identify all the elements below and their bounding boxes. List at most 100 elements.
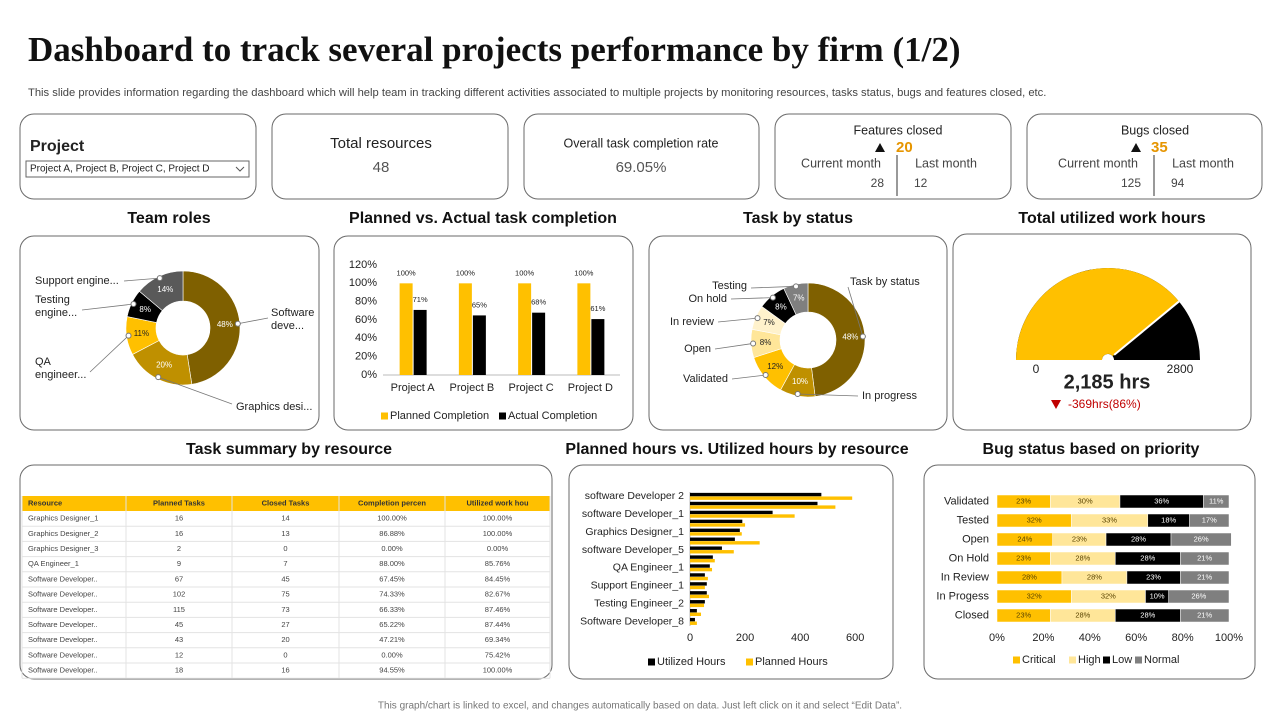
select-chevron[interactable] xyxy=(235,166,245,172)
legend-label: Normal xyxy=(1144,654,1179,666)
table-cell: 14 xyxy=(281,514,289,523)
data-label: 30% xyxy=(1078,496,1093,505)
table-title: Task summary by resource xyxy=(186,441,392,458)
bar xyxy=(690,591,707,595)
table-cell: 20 xyxy=(281,635,289,644)
data-label: 14% xyxy=(157,285,173,294)
donut-slice xyxy=(138,270,184,312)
y-tick-label: Testing Engineer_2 xyxy=(594,597,684,609)
card-label: Total resources xyxy=(330,135,432,152)
card-subvalue: 12 xyxy=(914,176,928,190)
gauge-tick-label: 2800 xyxy=(1167,362,1194,376)
card-label: Overall task completion rate xyxy=(564,136,719,150)
bar xyxy=(690,546,722,550)
leader-dot xyxy=(234,320,241,327)
table-cell: Software Developer.. xyxy=(28,605,98,614)
project-select-value[interactable]: Project A, Project B, Project C, Project… xyxy=(30,164,210,175)
legend-swatch xyxy=(381,412,388,420)
table-cell: 88.00% xyxy=(379,559,405,568)
bar xyxy=(690,612,702,616)
data-label: 8% xyxy=(760,338,772,347)
data-label: 8% xyxy=(775,302,787,311)
category-label: In progress xyxy=(862,390,918,402)
chart-title: Total utilized work hours xyxy=(1018,210,1205,227)
bar xyxy=(690,510,773,515)
card-label: Features closed xyxy=(854,123,943,137)
leader-line xyxy=(123,277,160,282)
card-sublabel: Current month xyxy=(1058,156,1138,170)
leader-line xyxy=(89,335,129,373)
table-header: Resource xyxy=(28,498,62,507)
leader-line xyxy=(750,285,797,289)
bar xyxy=(458,283,472,375)
bar-segment xyxy=(1180,570,1230,585)
card-sublabel: Last month xyxy=(1172,156,1234,170)
data-label: 23% xyxy=(1016,610,1031,619)
data-label: 33% xyxy=(1102,515,1117,524)
up-arrow xyxy=(1131,143,1141,152)
table-cell: 7 xyxy=(283,559,287,568)
x-tick-label: Project B xyxy=(450,382,495,394)
bar xyxy=(413,309,427,375)
category-label: QA engineer... xyxy=(35,356,86,381)
table-cell: 47.21% xyxy=(379,635,405,644)
x-tick-label: 0% xyxy=(989,632,1005,644)
leader-line xyxy=(237,317,269,325)
card-value: 69.05% xyxy=(616,159,667,176)
card xyxy=(271,113,509,200)
data-label: 100% xyxy=(515,268,535,277)
category-label: Testing xyxy=(712,280,747,292)
legend-label: Low xyxy=(1112,654,1132,666)
bar xyxy=(577,283,591,375)
page-subtitle: This slide provides information regardin… xyxy=(28,87,1046,99)
data-label: 7% xyxy=(793,294,805,303)
data-label: 100% xyxy=(456,268,476,277)
chart-title: Team roles xyxy=(127,210,210,227)
bar xyxy=(690,532,742,536)
table-cell: 16 xyxy=(281,666,289,675)
gauge-fill xyxy=(1016,267,1179,360)
leader-line xyxy=(731,374,766,380)
data-label: 18% xyxy=(1161,515,1176,524)
leader-line xyxy=(847,286,864,337)
y-tick-label: QA Engineer_1 xyxy=(613,562,684,574)
x-tick-label: 100% xyxy=(1215,632,1243,644)
leader-line xyxy=(81,303,134,311)
bar xyxy=(690,567,713,572)
bar xyxy=(690,585,705,590)
card xyxy=(1026,113,1263,200)
donut-slice xyxy=(783,282,809,316)
data-label: 20% xyxy=(156,361,172,370)
table-cell: Graphics Designer_3 xyxy=(28,544,98,553)
table-cell: 67 xyxy=(175,574,183,583)
legend-label: High xyxy=(1078,654,1101,666)
table-cell: 16 xyxy=(175,514,183,523)
card-label: Project xyxy=(30,138,85,155)
table-header: Completion percen xyxy=(358,498,426,507)
legend-swatch xyxy=(746,658,753,666)
leader-line xyxy=(714,343,754,350)
data-label: 28% xyxy=(1140,553,1155,562)
project-select[interactable] xyxy=(25,160,250,178)
category-label: Testing engine... xyxy=(35,294,77,319)
table-cell: 45 xyxy=(281,574,289,583)
data-label: 23% xyxy=(1016,553,1031,562)
table-cell: Graphics Designer_1 xyxy=(28,514,98,523)
data-label: 23% xyxy=(1146,572,1161,581)
table-cell: 75.42% xyxy=(485,650,511,659)
leader-dot xyxy=(125,332,132,339)
y-tick-label: Validated xyxy=(944,495,989,507)
table-cell: 100.00% xyxy=(483,514,513,523)
x-tick-label: Project A xyxy=(391,382,436,394)
data-label: 32% xyxy=(1027,515,1042,524)
legend-swatch xyxy=(1103,656,1110,664)
y-tick-label: 80% xyxy=(355,296,377,308)
y-tick-label: 60% xyxy=(355,314,377,326)
category-label: Software deve... xyxy=(271,307,317,332)
down-arrow xyxy=(1051,400,1061,409)
panel xyxy=(568,464,894,680)
table-cell: 84.45% xyxy=(485,574,511,583)
table-cell: 87.46% xyxy=(485,605,511,614)
legend-label: Planned Hours xyxy=(755,656,828,668)
